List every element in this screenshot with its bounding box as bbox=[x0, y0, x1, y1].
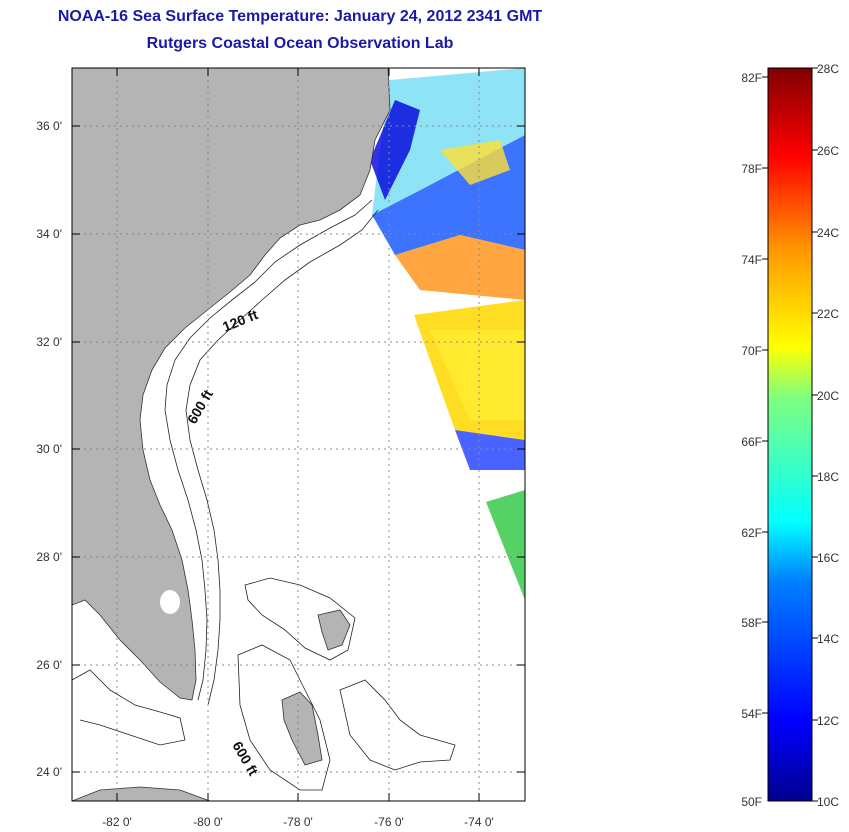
cb-label-70f: 70F bbox=[741, 344, 762, 358]
bahamas-island-north bbox=[317, 609, 351, 651]
outer-bank-contour bbox=[339, 679, 456, 771]
lat-label-26: 26 0' bbox=[36, 658, 62, 672]
cb-label-26c: 26C bbox=[817, 144, 839, 158]
cb-label-82f: 82F bbox=[741, 71, 762, 85]
lon-label-80: -80 0' bbox=[193, 815, 223, 829]
isobath-600ft bbox=[185, 209, 379, 706]
map-panel: 120 ft 600 ft 600 ft bbox=[72, 68, 525, 801]
cb-label-66f: 66F bbox=[741, 435, 762, 449]
graticule bbox=[72, 68, 525, 801]
cb-label-58f: 58F bbox=[741, 616, 762, 630]
cb-label-50f: 50F bbox=[741, 795, 762, 809]
cb-label-16c: 16C bbox=[817, 551, 839, 565]
cb-label-78f: 78F bbox=[741, 162, 762, 176]
isobath-120ft bbox=[164, 199, 373, 701]
cb-label-74f: 74F bbox=[741, 253, 762, 267]
colorbar-gradient bbox=[767, 67, 813, 802]
bahamas-bank-contour bbox=[244, 577, 356, 661]
lon-label-74: -74 0' bbox=[464, 815, 494, 829]
cb-label-20c: 20C bbox=[817, 389, 839, 403]
satellite-swath bbox=[370, 68, 525, 600]
cuba-coast bbox=[72, 786, 211, 801]
cb-label-12c: 12C bbox=[817, 714, 839, 728]
lat-label-30: 30 0' bbox=[36, 442, 62, 456]
temperature-colorbar: 82F 78F 74F 70F 66F 62F 58F 54F 50F 28C … bbox=[741, 62, 839, 809]
cb-label-62f: 62F bbox=[741, 526, 762, 540]
lat-label-34: 34 0' bbox=[36, 227, 62, 241]
lat-label-36: 36 0' bbox=[36, 119, 62, 133]
southeast-us-landmass bbox=[72, 68, 391, 701]
cb-label-22c: 22C bbox=[817, 307, 839, 321]
florida-keys-contour bbox=[72, 669, 186, 746]
cb-label-10c: 10C bbox=[817, 795, 839, 809]
lat-label-32: 32 0' bbox=[36, 335, 62, 349]
map-subtitle: Rutgers Coastal Ocean Observation Lab bbox=[146, 35, 454, 52]
bahamas-island bbox=[281, 691, 323, 766]
map-ticks bbox=[72, 68, 525, 801]
lon-label-82: -82 0' bbox=[102, 815, 132, 829]
map-title: NOAA-16 Sea Surface Temperature: January… bbox=[57, 8, 543, 25]
cb-label-28c: 28C bbox=[817, 62, 839, 76]
lat-label-24: 24 0' bbox=[36, 765, 62, 779]
lat-label-28: 28 0' bbox=[36, 550, 62, 564]
cb-label-54f: 54F bbox=[741, 707, 762, 721]
lake-okeechobee bbox=[160, 590, 180, 614]
cb-label-18c: 18C bbox=[817, 470, 839, 484]
lon-label-76: -76 0' bbox=[374, 815, 404, 829]
lon-label-78: -78 0' bbox=[283, 815, 313, 829]
cb-label-14c: 14C bbox=[817, 632, 839, 646]
great-bahama-bank-contour bbox=[237, 644, 331, 791]
cb-label-24c: 24C bbox=[817, 226, 839, 240]
